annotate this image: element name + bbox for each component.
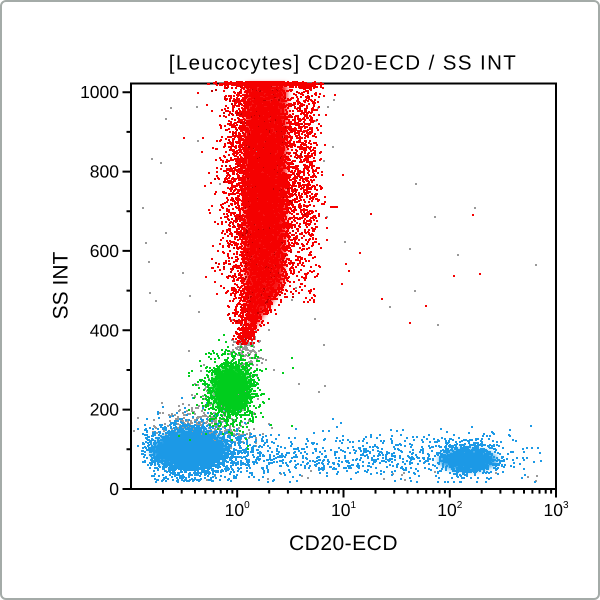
svg-text:CD20-ECD: CD20-ECD	[289, 532, 398, 555]
svg-text:400: 400	[90, 320, 119, 340]
svg-text:101: 101	[331, 500, 356, 520]
svg-text:103: 103	[543, 500, 568, 520]
svg-text:0: 0	[109, 479, 119, 499]
svg-text:1000: 1000	[80, 82, 119, 102]
svg-text:SS INT: SS INT	[50, 251, 73, 319]
svg-text:100: 100	[225, 500, 250, 520]
svg-text:800: 800	[90, 162, 119, 182]
svg-text:102: 102	[437, 500, 462, 520]
svg-text:600: 600	[90, 241, 119, 261]
svg-text:[Leucocytes] CD20-ECD / SS INT: [Leucocytes] CD20-ECD / SS INT	[169, 52, 517, 75]
svg-text:200: 200	[90, 400, 119, 420]
